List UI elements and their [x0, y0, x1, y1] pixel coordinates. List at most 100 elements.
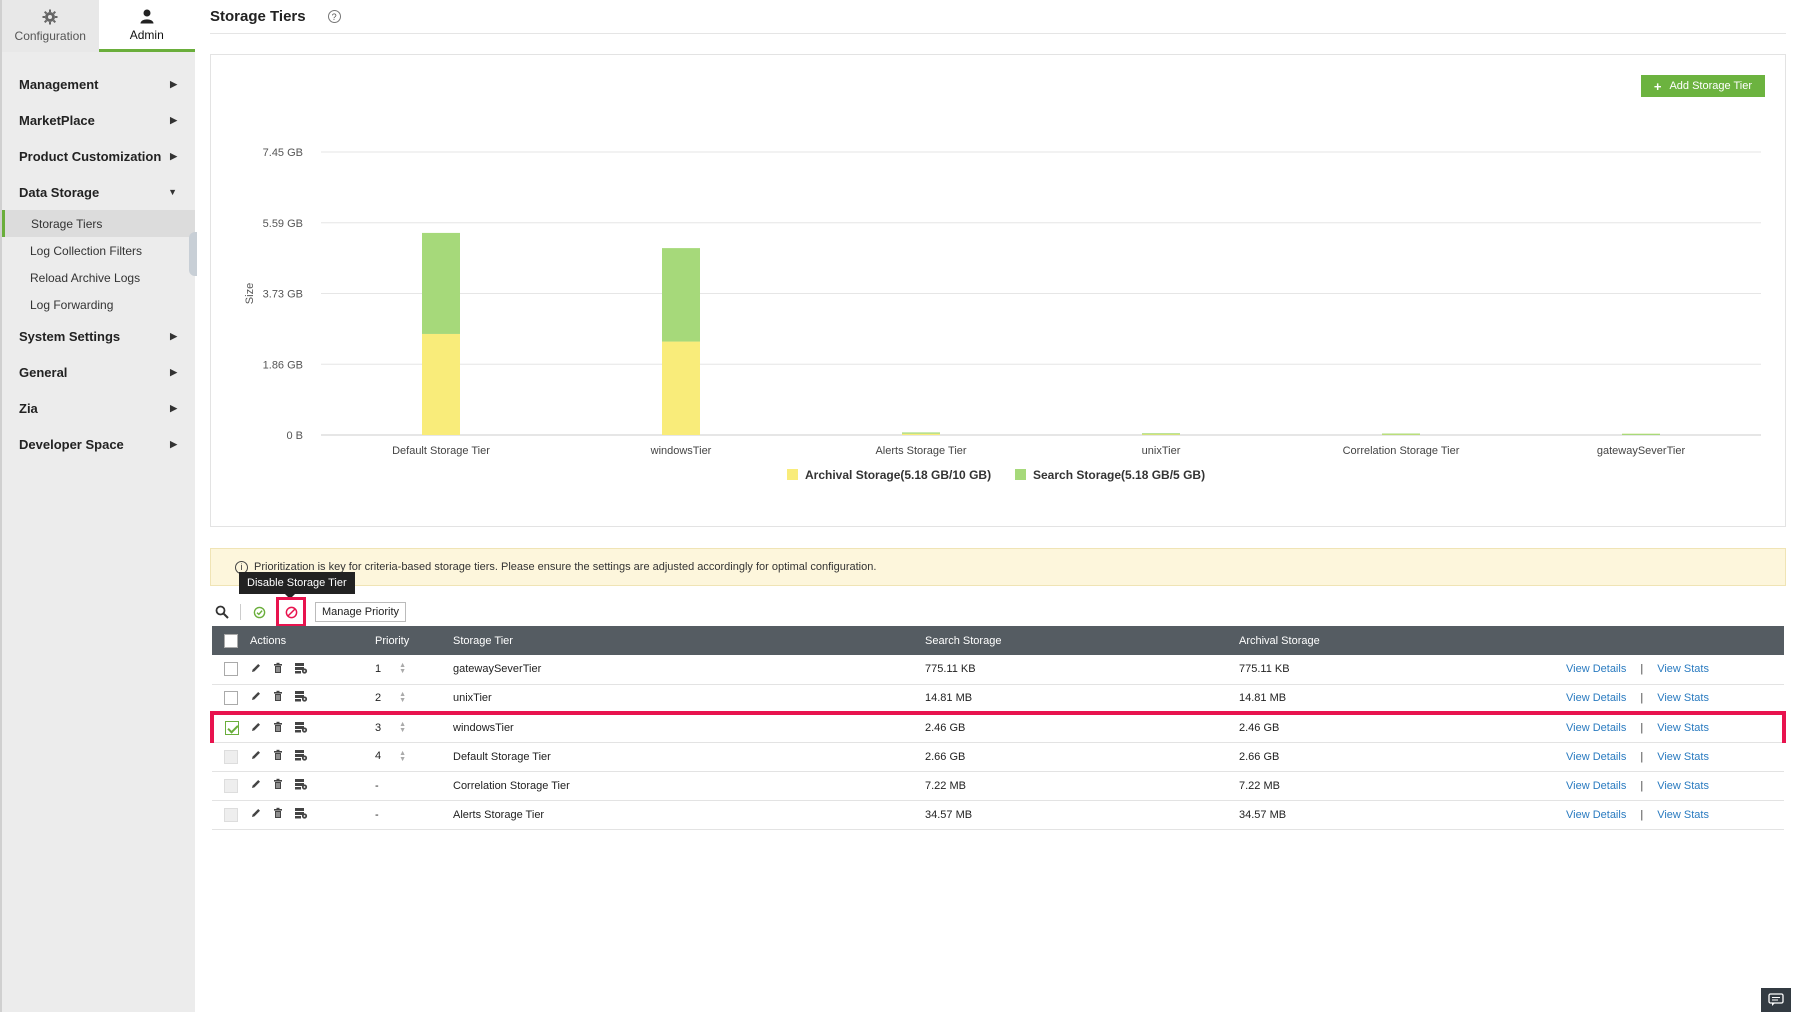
tab-admin[interactable]: Admin: [98, 0, 195, 52]
sidebar-item-developer-space[interactable]: Developer Space ▶: [2, 426, 195, 462]
view-details-link[interactable]: View Details: [1566, 808, 1627, 821]
storage-settings-icon[interactable]: [294, 690, 308, 702]
delete-icon[interactable]: [272, 662, 284, 674]
delete-icon[interactable]: [272, 721, 284, 733]
edit-icon[interactable]: [250, 749, 262, 761]
storage-settings-icon[interactable]: [294, 778, 308, 790]
row-search-storage: 2.46 GB: [925, 711, 1239, 743]
row-actions-cell: [250, 771, 375, 801]
add-storage-tier-label: Add Storage Tier: [1669, 80, 1752, 92]
search-icon[interactable]: [210, 600, 234, 624]
sidebar-subitem-log-collection-filters[interactable]: Log Collection Filters: [2, 237, 195, 264]
view-stats-link[interactable]: View Stats: [1657, 808, 1709, 821]
row-search-storage: 7.22 MB: [925, 771, 1239, 801]
sidebar-subitem-label: Log Collection Filters: [30, 243, 143, 258]
storage-settings-icon[interactable]: [294, 807, 308, 819]
row-links-cell: View Details | View Stats: [1558, 742, 1784, 772]
legend-swatch: [787, 469, 798, 480]
header-priority[interactable]: Priority: [375, 626, 453, 655]
help-icon[interactable]: ?: [327, 10, 341, 23]
info-banner: i Prioritization is key for criteria-bas…: [210, 548, 1786, 586]
sidebar-item-marketplace[interactable]: MarketPlace ▶: [2, 102, 195, 138]
sidebar-item-label: MarketPlace: [19, 112, 95, 128]
disable-storage-tier-button[interactable]: [276, 597, 306, 627]
sidebar-item-label: Zia: [19, 400, 38, 416]
row-priority: 4: [375, 750, 382, 763]
view-stats-link[interactable]: View Stats: [1657, 691, 1709, 704]
priority-updown-icon[interactable]: ▲ ▼: [399, 721, 407, 735]
sidebar-subitem-label: Storage Tiers: [31, 216, 103, 231]
delete-icon[interactable]: [272, 778, 284, 790]
view-details-link[interactable]: View Details: [1566, 691, 1627, 704]
view-stats-link[interactable]: View Stats: [1657, 779, 1709, 792]
row-tier-name: Correlation Storage Tier: [453, 771, 925, 801]
header-storage-tier[interactable]: Storage Tier: [453, 626, 925, 655]
select-all-checkbox[interactable]: [224, 633, 238, 648]
sidebar-subitem-log-forwarding[interactable]: Log Forwarding: [2, 291, 195, 318]
sidebar-item-label: Data Storage: [19, 184, 100, 200]
sidebar-subitem-reload-archive-logs[interactable]: Reload Archive Logs: [2, 264, 195, 291]
sidebar-collapse-handle[interactable]: [189, 232, 197, 276]
y-tick-label: 1.86 GB: [263, 359, 303, 371]
row-checkbox[interactable]: [224, 662, 238, 677]
view-details-link[interactable]: View Details: [1566, 663, 1627, 676]
header-search-storage[interactable]: Search Storage: [925, 626, 1239, 655]
delete-icon[interactable]: [272, 807, 284, 819]
table-row: 4 ▲ ▼ Default Storage Tier 2.66 GB 2.66 GB…: [212, 742, 1784, 772]
sidebar-item-zia[interactable]: Zia ▶: [2, 390, 195, 426]
view-details-link[interactable]: View Details: [1566, 722, 1627, 735]
view-stats-link[interactable]: View Stats: [1657, 750, 1709, 763]
row-checkbox[interactable]: [225, 721, 239, 736]
row-checkbox[interactable]: [224, 807, 238, 822]
chat-button[interactable]: [1761, 988, 1791, 1012]
sidebar-item-system-settings[interactable]: System Settings ▶: [2, 318, 195, 354]
x-tick-label: Correlation Storage Tier: [1343, 445, 1460, 457]
row-actions-cell: [250, 684, 375, 714]
header-archival-storage[interactable]: Archival Storage: [1239, 626, 1558, 655]
enable-storage-tier-button[interactable]: [247, 600, 271, 624]
table-row: 3 ▲ ▼ windowsTier 2.46 GB 2.46 GB View Det…: [210, 711, 1786, 743]
priority-updown-icon[interactable]: ▲ ▼: [399, 690, 407, 704]
tab-configuration[interactable]: Configuration: [2, 0, 99, 52]
view-details-link[interactable]: View Details: [1566, 779, 1627, 792]
priority-updown-icon[interactable]: ▲ ▼: [399, 749, 407, 763]
disable-icon: [285, 606, 297, 618]
row-links-cell: View Details | View Stats: [1558, 655, 1784, 685]
row-actions-cell: [250, 742, 375, 772]
caret-right-icon: ▶: [170, 330, 177, 341]
delete-icon[interactable]: [272, 690, 284, 702]
row-checkbox[interactable]: [224, 749, 238, 764]
delete-icon[interactable]: [272, 749, 284, 761]
info-banner-text: Prioritization is key for criteria-based…: [254, 561, 877, 573]
sidebar-subitem-storage-tiers[interactable]: Storage Tiers: [2, 210, 195, 237]
caret-right-icon: ▶: [170, 438, 177, 449]
row-tier-name: unixTier: [453, 684, 925, 714]
row-priority-cell: 4 ▲ ▼: [375, 742, 453, 772]
edit-icon[interactable]: [250, 778, 262, 790]
view-stats-link[interactable]: View Stats: [1657, 663, 1709, 676]
add-storage-tier-button[interactable]: + Add Storage Tier: [1640, 75, 1765, 97]
view-details-link[interactable]: View Details: [1566, 750, 1627, 763]
header-links: [1558, 626, 1784, 655]
priority-updown-icon[interactable]: ▲ ▼: [399, 662, 407, 676]
row-checkbox[interactable]: [224, 690, 238, 705]
sidebar-item-general[interactable]: General ▶: [2, 354, 195, 390]
bar-search: [1382, 433, 1420, 435]
link-separator: |: [1640, 779, 1644, 792]
view-stats-link[interactable]: View Stats: [1657, 722, 1709, 735]
row-checkbox[interactable]: [224, 778, 238, 793]
y-tick-label: 7.45 GB: [263, 147, 303, 159]
bar-search: [902, 432, 940, 434]
storage-settings-icon[interactable]: [294, 721, 308, 733]
manage-priority-button[interactable]: Manage Priority: [315, 602, 407, 622]
storage-settings-icon[interactable]: [294, 662, 308, 674]
edit-icon[interactable]: [250, 690, 262, 702]
row-priority-cell: 3 ▲ ▼: [375, 711, 453, 743]
sidebar-item-management[interactable]: Management ▶: [2, 66, 195, 102]
edit-icon[interactable]: [250, 807, 262, 819]
sidebar-item-product-customization[interactable]: Product Customization ▶: [2, 138, 195, 174]
edit-icon[interactable]: [250, 662, 262, 674]
sidebar-item-data-storage[interactable]: Data Storage ▼: [2, 174, 195, 210]
storage-settings-icon[interactable]: [294, 749, 308, 761]
edit-icon[interactable]: [250, 721, 262, 733]
